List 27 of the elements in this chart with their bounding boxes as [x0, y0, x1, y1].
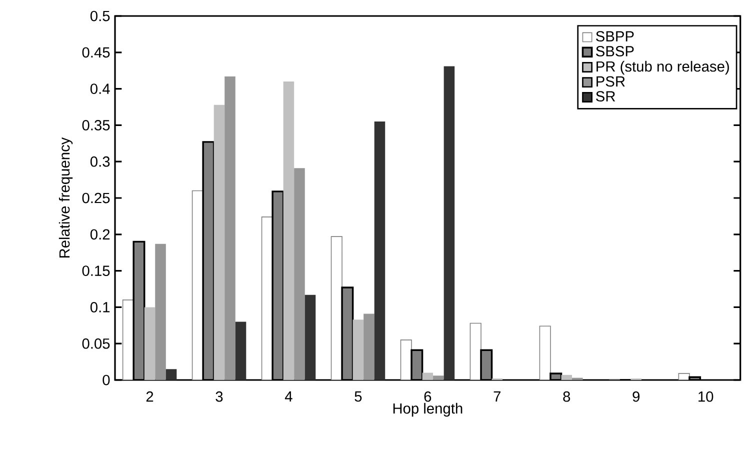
x-tick-label: 5	[354, 391, 362, 402]
y-tick-label: 0.4	[90, 84, 110, 94]
y-tick-label: 0.1	[90, 302, 110, 312]
legend-label: SR	[596, 91, 616, 102]
x-tick-label: 9	[632, 391, 640, 402]
y-tick-label: 0.2	[90, 229, 110, 240]
y-tick-label: 0.25	[82, 192, 110, 204]
x-tick-label: 3	[216, 391, 223, 402]
x-tick-label: 10	[698, 391, 714, 402]
x-axis-title: Hop length	[393, 402, 462, 417]
y-tick-label: 0.5	[90, 10, 110, 22]
x-tick-label: 7	[494, 391, 500, 402]
legend-label: PR (stub no release)	[596, 60, 729, 75]
legend-label: SBSP	[596, 46, 634, 56]
y-tick-label: 0.45	[82, 47, 110, 58]
legend-label: SBPP	[596, 31, 634, 42]
y-tick-label: 0.3	[90, 156, 110, 167]
y-tick-label: 0.05	[82, 338, 110, 349]
x-tick-label: 2	[146, 391, 154, 402]
y-tick-label: 0	[102, 374, 110, 386]
y-tick-label: 0.35	[82, 120, 110, 130]
y-axis-title: Relative frequency	[58, 137, 73, 258]
legend-label: PSR	[596, 76, 625, 87]
x-tick-label: 6	[424, 391, 432, 402]
x-tick-label: 4	[284, 391, 292, 402]
x-tick-label: 8	[563, 391, 570, 402]
y-tick-label: 0.15	[82, 266, 110, 276]
